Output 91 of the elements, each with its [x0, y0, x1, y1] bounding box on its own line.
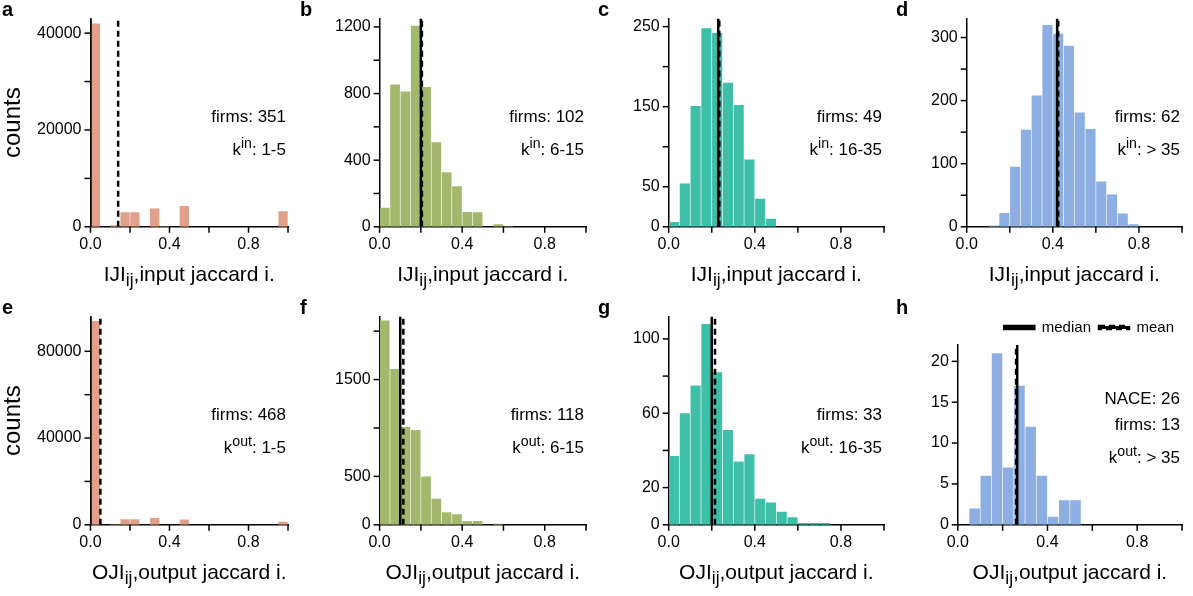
x-tick-label: 0.0	[946, 532, 970, 550]
y-tick-label: 0	[650, 217, 660, 235]
x-axis-title: IJI$_{ij}$,input jaccard i.	[690, 262, 862, 292]
x-tick-label: 0.8	[1127, 234, 1151, 252]
x-axis-title: IJI$_{ij}$,input jaccard i.	[988, 262, 1160, 292]
x-tick-label: 0.4	[743, 532, 767, 550]
y-tick-label: 300	[930, 27, 958, 45]
chart-title: d	[896, 0, 909, 21]
x-axis-title: OJI$_{ij}$,output jaccard i.	[679, 560, 874, 590]
y-tick-label: 40000	[36, 428, 82, 446]
x-axis-title: OJI$_{ij}$,output jaccard i.	[972, 560, 1168, 590]
annotation: firms: 102	[509, 107, 584, 126]
y-tick-label: 80000	[36, 341, 82, 359]
x-tick-label: 0.0	[79, 532, 102, 550]
x-tick-label: 0.0	[657, 532, 680, 550]
x-tick-label: 0.0	[657, 234, 680, 252]
chart-title: g	[598, 296, 611, 319]
annotation: firms: 49	[816, 107, 882, 126]
x-tick-label: 0.8	[1126, 532, 1149, 550]
annotation: firms: 13	[1114, 414, 1180, 434]
y-tick-label: 1200	[335, 17, 371, 35]
annotation: k$^{in}$: 6-15	[520, 135, 584, 159]
annotation: NACE: 26	[1104, 388, 1180, 408]
y-tick-label: 500	[343, 466, 371, 484]
x-tick-label: 0.4	[451, 234, 474, 252]
x-axis-title: IJI$_{ij}$,input jaccard i.	[397, 262, 569, 292]
chart-title: b	[300, 0, 313, 21]
y-axis-title: counts	[0, 87, 26, 159]
x-axis-title: OJI$_{ij}$,output jaccard i.	[385, 560, 581, 590]
annotation: firms: 118	[510, 405, 584, 424]
y-tick-label: 150	[632, 97, 660, 115]
x-tick-label: 0.8	[829, 234, 853, 252]
annotation: k$^{in}$: 16-35	[809, 135, 882, 159]
annotation: k$^{out}$: 1-5	[223, 433, 286, 457]
y-tick-label: 20	[931, 351, 949, 369]
x-tick-label: 0.4	[158, 532, 181, 550]
chart-title: a	[2, 0, 14, 21]
annotation: k$^{out}$: 6-15	[512, 433, 584, 457]
x-tick-label: 0.8	[829, 532, 853, 550]
annotation: firms: 62	[1114, 107, 1180, 126]
annotation: firms: 351	[211, 107, 286, 126]
y-tick-label: 400	[343, 150, 371, 168]
y-tick-label: 0	[72, 217, 82, 235]
y-tick-label: 20000	[36, 120, 82, 138]
y-tick-label: 50	[641, 177, 660, 195]
x-axis-title: IJI$_{ij}$,input jaccard i.	[103, 262, 275, 292]
x-tick-label: 0.0	[79, 234, 102, 252]
annotation: firms: 33	[816, 405, 882, 424]
x-tick-label: 0.4	[743, 234, 767, 252]
x-axis-title: OJI$_{ij}$,output jaccard i.	[91, 560, 287, 590]
y-tick-label: 1500	[335, 369, 371, 387]
y-tick-label: 800	[343, 83, 371, 101]
y-tick-label: 100	[632, 329, 660, 347]
annotation: k$^{in}$: > 35	[1117, 135, 1180, 159]
annotation: k$^{in}$: 1-5	[232, 135, 286, 159]
y-tick-label: 60	[641, 403, 660, 421]
y-tick-label: 0	[939, 515, 949, 533]
chart-title: c	[598, 0, 610, 21]
y-tick-label: 250	[632, 17, 660, 35]
y-tick-label: 10	[931, 433, 949, 451]
y-tick-label: 0	[650, 515, 660, 533]
annotation: k$^{out}$: 16-35	[800, 433, 882, 457]
legend-label: mean	[1136, 317, 1175, 335]
y-tick-label: 100	[930, 154, 958, 172]
x-tick-label: 0.8	[237, 234, 260, 252]
y-tick-label: 0	[361, 217, 371, 235]
x-tick-label: 0.4	[158, 234, 181, 252]
x-tick-label: 0.0	[368, 234, 391, 252]
y-tick-label: 0	[72, 515, 82, 533]
y-tick-label: 20	[641, 478, 660, 496]
x-tick-label: 0.4	[1041, 234, 1065, 252]
y-tick-label: 40000	[36, 23, 82, 41]
annotation: firms: 468	[211, 405, 286, 424]
chart-title: h	[896, 296, 909, 319]
y-tick-label: 15	[931, 392, 949, 410]
y-tick-label: 0	[361, 515, 371, 533]
x-tick-label: 0.0	[368, 532, 391, 550]
x-tick-label: 0.0	[955, 234, 978, 252]
y-tick-label: 5	[939, 474, 949, 492]
x-tick-label: 0.4	[451, 532, 474, 550]
x-tick-label: 0.8	[237, 532, 260, 550]
y-tick-label: 0	[948, 217, 958, 235]
x-tick-label: 0.4	[1036, 532, 1059, 550]
y-tick-label: 200	[930, 91, 958, 109]
chart-title: f	[300, 296, 307, 319]
chart-title: e	[2, 296, 14, 319]
annotation: k$^{out}$: > 35	[1108, 442, 1180, 467]
legend-label: median	[1041, 317, 1091, 335]
x-tick-label: 0.8	[533, 532, 556, 550]
y-axis-title: counts	[0, 385, 26, 457]
x-tick-label: 0.8	[533, 234, 556, 252]
